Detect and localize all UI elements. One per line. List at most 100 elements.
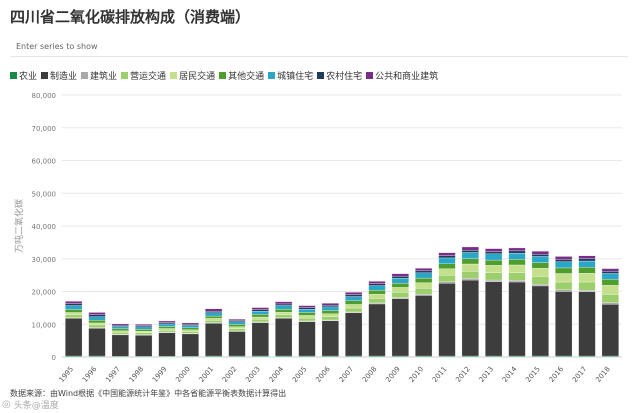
legend-swatch xyxy=(10,72,17,79)
bar-segment xyxy=(415,288,433,295)
bar-segment xyxy=(601,294,619,303)
bar-segment xyxy=(228,326,246,329)
bar-segment xyxy=(275,318,293,357)
bar-segment xyxy=(508,272,526,281)
bar-segment xyxy=(485,279,503,282)
bar-segment xyxy=(345,307,363,313)
bar-segment xyxy=(111,323,129,326)
bar-segment xyxy=(461,278,479,281)
bar-segment xyxy=(88,314,106,317)
bar-segment xyxy=(205,310,223,313)
bar-segment xyxy=(251,316,269,320)
bar-segment xyxy=(601,304,619,357)
bar-segment xyxy=(205,308,223,312)
legend-item[interactable]: 农村住宅 xyxy=(317,69,362,82)
bar-segment xyxy=(531,284,549,287)
series-search-input[interactable]: Enter series to show xyxy=(10,37,628,57)
x-tick-label: 2007 xyxy=(338,365,356,384)
bar-segment xyxy=(391,276,409,279)
x-tick-label: 2017 xyxy=(571,365,589,384)
bar-segment xyxy=(135,330,153,333)
bar-segment xyxy=(228,319,246,321)
bar-segment xyxy=(228,331,246,357)
legend-label: 城镇住宅 xyxy=(277,72,314,82)
bar-segment xyxy=(158,326,176,329)
bar-segment xyxy=(508,280,526,283)
bar-segment xyxy=(298,315,316,319)
legend-label: 居民交通 xyxy=(179,72,216,82)
bar-segment xyxy=(531,256,549,263)
bar-segment xyxy=(135,332,153,335)
bar-segment xyxy=(275,311,293,315)
legend-item[interactable]: 城镇住宅 xyxy=(268,69,313,82)
bar-segment xyxy=(485,251,503,254)
legend-swatch xyxy=(219,72,227,79)
legend-label: 农业 xyxy=(19,72,38,82)
bar-segment xyxy=(391,287,409,293)
bar-segment xyxy=(391,297,409,299)
bar-segment xyxy=(438,263,456,269)
bar-segment xyxy=(461,258,479,265)
legend-item[interactable]: 制造业 xyxy=(41,69,77,82)
x-tick-label: 2001 xyxy=(198,365,216,384)
bar-segment xyxy=(578,260,596,268)
x-tick-label: 2010 xyxy=(408,365,426,384)
y-tick-label: 80,000 xyxy=(32,92,57,100)
bar-segment xyxy=(205,312,223,317)
x-tick-label: 1997 xyxy=(104,365,122,384)
bar-segment xyxy=(158,323,176,327)
legend-item[interactable]: 营运交通 xyxy=(121,69,166,82)
bar-segment xyxy=(555,281,573,291)
bar-segment xyxy=(298,317,316,322)
bar-segment xyxy=(88,316,106,321)
bar-segment xyxy=(88,312,106,315)
bar-segment xyxy=(578,290,596,292)
bar-segment xyxy=(88,324,106,328)
bar-segment xyxy=(111,334,129,357)
bar-segment xyxy=(555,261,573,269)
bar-segment xyxy=(158,320,176,323)
legend-item[interactable]: 公共和商业建筑 xyxy=(366,69,438,82)
bar-segment xyxy=(368,298,386,304)
bar-segment xyxy=(65,303,83,306)
bar-segment xyxy=(111,325,129,327)
legend-label: 其他交通 xyxy=(228,72,265,82)
bar-segment xyxy=(555,256,573,260)
bar-segment xyxy=(111,328,129,331)
chart-legend: 农业 制造业 建筑业 营运交通 居民交通 其他交通 城镇住宅 农村住宅 公共和商业建筑 xyxy=(10,69,438,82)
bar-segment xyxy=(415,282,433,289)
bar-segment xyxy=(205,318,223,321)
data-source-note: 数据来源：由Wind根据《中国能源统计年鉴》中各省能源平衡表数据计算得出 xyxy=(10,389,287,398)
bar-segment xyxy=(391,298,409,357)
legend-item[interactable]: 居民交通 xyxy=(170,69,215,82)
legend-item[interactable]: 建筑业 xyxy=(81,69,117,82)
x-tick-label: 2006 xyxy=(314,365,332,384)
bar-segment xyxy=(555,273,573,283)
legend-swatch xyxy=(317,72,325,79)
bar-segment xyxy=(275,314,293,318)
bar-segment xyxy=(135,325,153,328)
bar-segment xyxy=(321,313,339,317)
page-title: 四川省二氧化碳排放构成（消费端） xyxy=(10,8,251,26)
bar-segment xyxy=(485,259,503,266)
legend-item[interactable]: 其他交通 xyxy=(219,69,264,82)
y-axis-label: 万吨二氧化碳 xyxy=(13,199,25,253)
y-tick-label: 70,000 xyxy=(32,125,57,133)
bar-segment xyxy=(345,312,363,357)
bar-segment xyxy=(135,335,153,357)
bar-segment xyxy=(578,291,596,357)
bar-segment xyxy=(88,328,106,357)
bar-segment xyxy=(298,309,316,313)
bar-segment xyxy=(181,329,199,332)
bar-segment xyxy=(251,322,269,357)
bar-segment xyxy=(228,320,246,322)
bar-segment xyxy=(508,281,526,357)
bar-segment xyxy=(345,304,363,309)
x-tick-label: 2014 xyxy=(501,365,519,384)
x-tick-label: 2011 xyxy=(431,365,449,384)
bar-segment xyxy=(391,278,409,284)
bar-segment xyxy=(555,267,573,274)
legend-item[interactable]: 农业 xyxy=(10,69,37,82)
x-tick-label: 2004 xyxy=(268,365,286,384)
bar-segment xyxy=(298,305,316,308)
